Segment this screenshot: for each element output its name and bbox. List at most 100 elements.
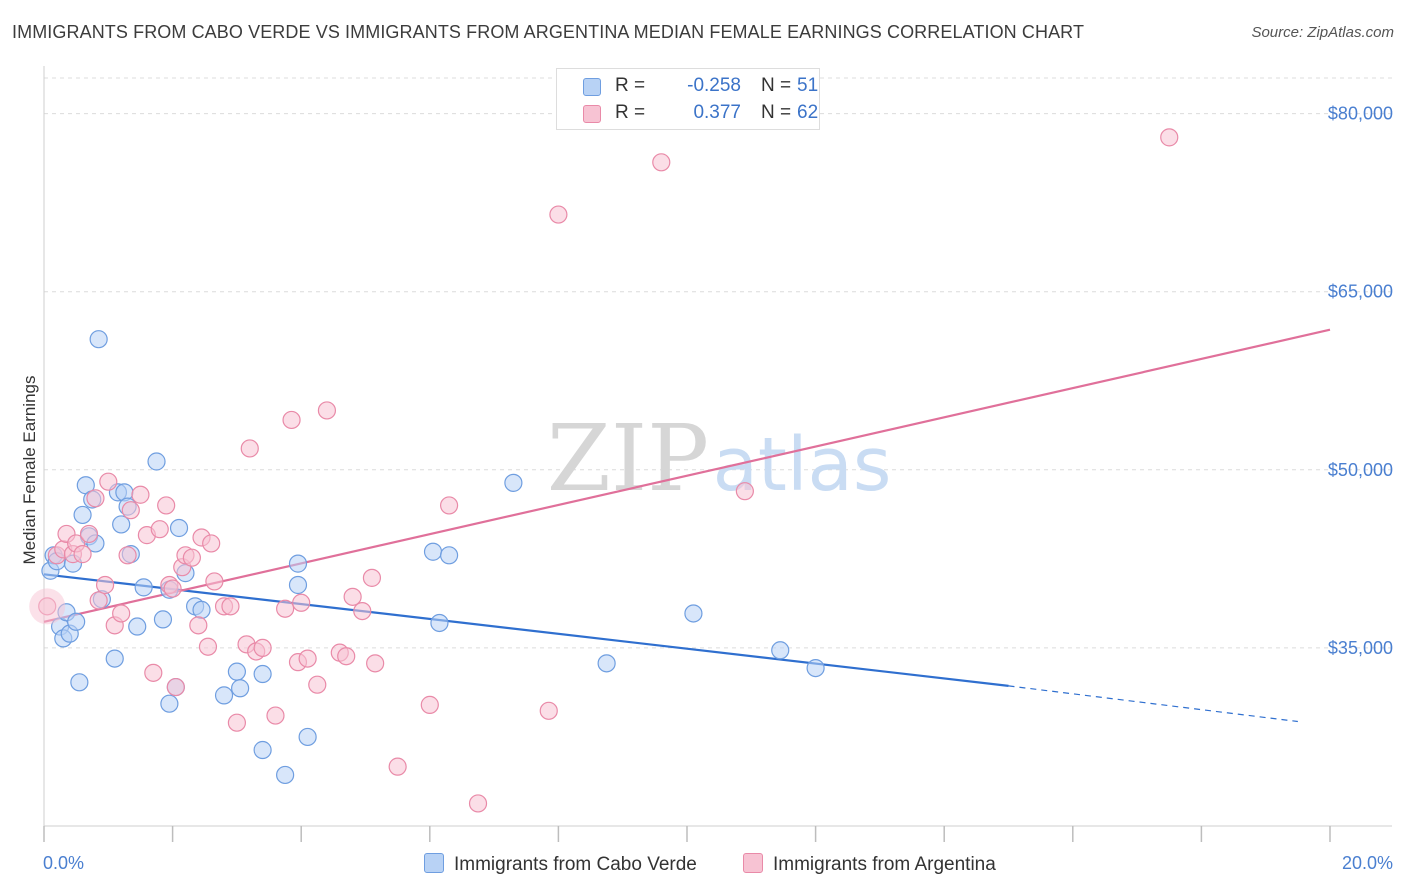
bottom-legend-argentina: Immigrants from Argentina bbox=[743, 853, 996, 876]
source-label: Source: ZipAtlas.com bbox=[1251, 24, 1394, 41]
data-point bbox=[439, 546, 459, 565]
data-point bbox=[128, 617, 147, 636]
data-point bbox=[366, 654, 385, 673]
data-point bbox=[182, 548, 201, 567]
x-tick-label-min: 0.0% bbox=[43, 853, 84, 873]
data-point bbox=[549, 205, 568, 224]
y-tick-label: $50,000 bbox=[1328, 460, 1393, 480]
data-point bbox=[118, 546, 137, 565]
data-point bbox=[89, 591, 108, 610]
data-point bbox=[253, 740, 272, 760]
data-point bbox=[89, 330, 108, 349]
data-point bbox=[95, 575, 115, 595]
data-point bbox=[504, 473, 523, 492]
data-point bbox=[160, 694, 179, 713]
watermark-zip: ZIP bbox=[547, 405, 709, 512]
data-point bbox=[134, 578, 153, 597]
data-point bbox=[163, 579, 182, 598]
data-point bbox=[292, 593, 311, 612]
data-point bbox=[202, 534, 221, 553]
data-point bbox=[652, 153, 671, 172]
data-point bbox=[308, 675, 327, 694]
legend-r-value: 0.377 bbox=[693, 102, 741, 123]
trend-line-cabo-verde bbox=[43, 573, 1009, 687]
data-point bbox=[420, 695, 439, 714]
data-point bbox=[439, 496, 459, 515]
data-point bbox=[317, 401, 337, 420]
bottom-legend-label: Immigrants from Argentina bbox=[773, 854, 996, 875]
data-point bbox=[67, 612, 86, 631]
data-point bbox=[806, 658, 825, 678]
y-tick-label: $80,000 bbox=[1328, 104, 1393, 124]
series-argentina bbox=[29, 128, 1179, 813]
data-point bbox=[423, 542, 443, 561]
data-point bbox=[288, 575, 308, 595]
data-point bbox=[227, 713, 246, 732]
data-point bbox=[214, 686, 234, 705]
data-point bbox=[266, 706, 285, 725]
data-point bbox=[298, 649, 317, 668]
data-point bbox=[121, 501, 140, 520]
data-point bbox=[468, 794, 488, 813]
data-point bbox=[430, 613, 449, 633]
legend-n-label: N = bbox=[761, 75, 792, 96]
data-point bbox=[112, 604, 131, 623]
trend-line-cabo-verde-extension bbox=[1008, 685, 1298, 723]
data-point bbox=[253, 664, 272, 684]
data-point bbox=[276, 599, 295, 618]
data-point bbox=[231, 679, 250, 698]
data-point bbox=[240, 439, 259, 458]
data-point bbox=[771, 641, 790, 660]
data-point bbox=[169, 518, 189, 538]
trend-line-argentina bbox=[43, 328, 1331, 623]
data-point bbox=[253, 638, 272, 658]
chart-title: IMMIGRANTS FROM CABO VERDE VS IMMIGRANTS… bbox=[12, 22, 1085, 42]
data-point bbox=[735, 482, 754, 501]
data-point bbox=[221, 597, 240, 616]
data-point bbox=[205, 572, 224, 591]
data-point bbox=[288, 554, 308, 573]
data-point bbox=[99, 472, 118, 491]
legend-n-value: 62 bbox=[797, 102, 819, 123]
axes bbox=[43, 66, 1392, 842]
data-point bbox=[144, 663, 163, 682]
data-point bbox=[388, 757, 407, 776]
legend-r-value: -0.258 bbox=[687, 75, 741, 96]
data-point bbox=[192, 600, 211, 620]
bottom-legend-label: Immigrants from Cabo Verde bbox=[454, 854, 697, 875]
data-point bbox=[150, 520, 169, 539]
y-tick-label: $35,000 bbox=[1328, 638, 1393, 658]
bottom-legend-cabo-verde: Immigrants from Cabo Verde bbox=[424, 853, 697, 876]
data-point bbox=[298, 727, 317, 747]
legend-n-value: 51 bbox=[797, 75, 819, 96]
data-point bbox=[70, 673, 89, 692]
y-tick-label: $65,000 bbox=[1328, 282, 1393, 302]
data-point bbox=[105, 649, 124, 668]
legend-swatch-blue bbox=[583, 78, 601, 96]
x-tick-label-max: 20.0% bbox=[1342, 853, 1393, 873]
legend-n-label: N = bbox=[761, 102, 792, 123]
bottom-legend-swatch-pink bbox=[743, 853, 763, 873]
data-point bbox=[1160, 128, 1179, 147]
data-point bbox=[276, 765, 295, 785]
data-point bbox=[73, 545, 92, 564]
data-point bbox=[112, 515, 131, 534]
series-cabo-verde bbox=[41, 330, 825, 785]
data-point bbox=[353, 601, 372, 621]
data-point bbox=[198, 637, 218, 656]
data-point bbox=[539, 701, 558, 720]
legend-r-label: R = bbox=[615, 75, 646, 96]
bottom-legend-swatch-blue bbox=[424, 853, 444, 873]
tick-labels: $35,000 $50,000 $65,000 $80,000 0.0% 20.0% bbox=[43, 104, 1393, 873]
legend-swatch-pink bbox=[583, 105, 601, 123]
data-point bbox=[79, 524, 99, 544]
legend-r-label: R = bbox=[615, 102, 646, 123]
data-point bbox=[362, 568, 382, 587]
data-point bbox=[227, 662, 246, 681]
data-point bbox=[684, 604, 703, 623]
data-point bbox=[282, 410, 301, 430]
data-point bbox=[597, 654, 616, 673]
data-point bbox=[86, 489, 105, 508]
data-point bbox=[189, 616, 208, 635]
gridlines bbox=[44, 77, 1392, 649]
